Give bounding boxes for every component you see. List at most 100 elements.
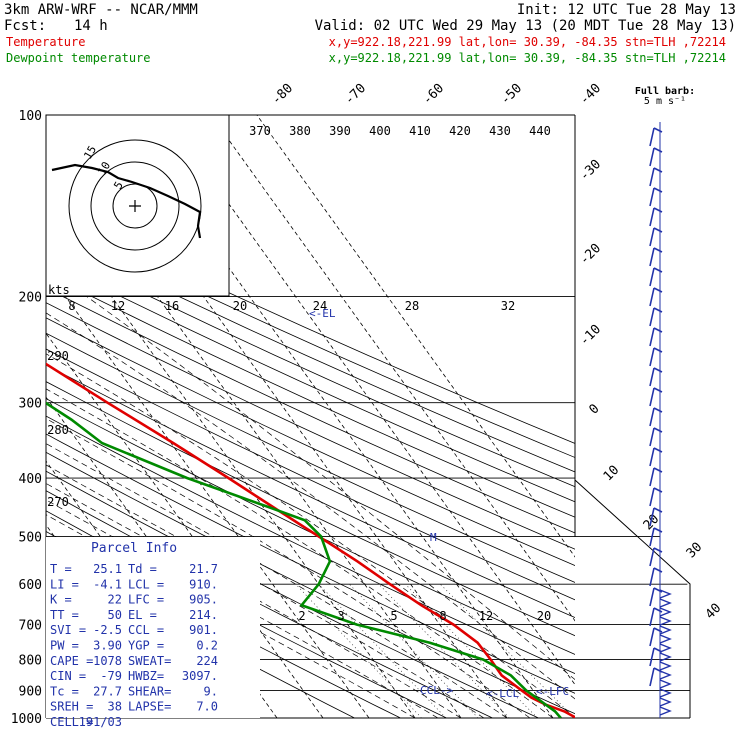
temperature-line [46, 362, 575, 718]
parcel-info-cell: -79 [100, 669, 122, 683]
wind-barbs [649, 127, 672, 716]
mixing-ratio-label: 3 [337, 609, 344, 623]
wind-barb-low [659, 598, 672, 608]
mixing-ratio-line [378, 583, 510, 718]
wind-barb-low [659, 616, 672, 626]
isotherm-label: 30 [684, 540, 706, 562]
isotherm-label: -50 [498, 81, 525, 108]
parcel-info-cell: SWEAT= [128, 654, 171, 668]
parcel-info-cell: 3097. [182, 669, 218, 683]
wind-barb-low [659, 670, 672, 680]
pressure-label: 400 [19, 472, 42, 487]
wind-barb [649, 227, 663, 247]
dry-adiabat-line [46, 205, 575, 444]
wind-barb [649, 167, 663, 187]
wind-barb [649, 487, 663, 507]
right-axis-lower [574, 479, 691, 718]
parcel-info-cell: LFC = [128, 593, 164, 607]
wind-barb-low [659, 697, 672, 707]
pressure-label: 300 [19, 397, 42, 412]
theta-label: 410 [409, 124, 431, 138]
isotherm-line [0, 115, 1, 718]
isotherm-line [46, 332, 324, 718]
isotherm-label: -60 [420, 81, 447, 108]
wind-barb [649, 567, 663, 587]
parcel-info-cell: EL = [128, 608, 157, 622]
isotherm-line [46, 396, 278, 718]
isotherm-line [256, 115, 575, 558]
wind-barb [649, 587, 663, 607]
parcel-info-title: Parcel Info [91, 541, 177, 556]
wind-barb-low [659, 634, 672, 644]
wind-barb [649, 367, 663, 387]
barb-legend-line1: Full barb: [635, 86, 695, 97]
pressure-label: 1000 [11, 712, 42, 727]
hodograph-center [129, 200, 141, 212]
wind-barb-low [659, 652, 672, 662]
moist-adiabat-line [46, 464, 485, 718]
wind-barb [649, 327, 663, 347]
parcel-info-cell: 22 [108, 593, 122, 607]
dewpoint-line [46, 401, 562, 718]
wind-barb [649, 607, 663, 627]
parcel-info-cell: LAPSE= [128, 700, 171, 714]
wind-barb [649, 447, 663, 467]
mixing-ratio-label: 12 [111, 299, 125, 313]
mixing-ratio-label: 20 [233, 299, 247, 313]
wind-barb [649, 147, 663, 167]
parcel-info-cell: PW = [50, 639, 79, 653]
parcel-info-cell: SHEAR= [128, 684, 171, 698]
mixing-ratio-label: 2 [298, 609, 305, 623]
parcel-info-cell: CIN = [50, 669, 86, 683]
pressure-label: 100 [19, 109, 42, 124]
wind-barb [649, 207, 663, 227]
dry-adiabat-line [46, 302, 575, 550]
moist-adiabat-line [46, 312, 575, 700]
parcel-info-cell: SVI = [50, 623, 86, 637]
parcel-info-cell: 27.7 [93, 684, 122, 698]
legend-dewpoint-info: x,y=922.18,221.99 lat,lon= 30.39, -84.35… [329, 51, 726, 65]
wind-barb [649, 427, 663, 447]
parcel-info-cell: 9. [204, 684, 218, 698]
parcel-info-cell: K = [50, 593, 72, 607]
wind-barb [649, 347, 663, 367]
moist-adiabat-line [46, 483, 462, 718]
theta-label: 370 [249, 124, 271, 138]
mixing-ratio-label: 28 [405, 299, 419, 313]
barb-legend-line2: 5 m s⁻¹ [644, 96, 686, 107]
wind-barb [649, 627, 663, 647]
isotherm-label: -20 [577, 241, 604, 268]
wind-barb [649, 527, 663, 547]
parcel-info-cell: 25.1 [93, 562, 122, 576]
dry-adiabat-line [46, 364, 575, 618]
parcel-info-cell: LI = [50, 577, 79, 591]
mixing-ratio-label: 20 [537, 609, 551, 623]
parcel-info-cell: Td = [128, 562, 157, 576]
wind-barb [649, 507, 663, 527]
sounding-profiles [46, 362, 575, 718]
theta-side-label: 270 [47, 495, 69, 509]
parcel-info-cell: 901. [189, 623, 218, 637]
parcel-info-cell: 910. [189, 577, 218, 591]
isotherm-label: 0 [586, 401, 602, 417]
theta-label: 390 [329, 124, 351, 138]
hodograph-ring-label: 10 [95, 160, 113, 178]
wind-barb-low [659, 688, 672, 698]
isotherm-label: -40 [577, 81, 604, 108]
parcel-info-cell: 50 [108, 608, 122, 622]
parcel-info-cell: YGP = [128, 639, 164, 653]
hodograph-ring [68, 139, 202, 273]
wind-barb-low [659, 643, 672, 653]
hodograph-ring [90, 161, 180, 251]
wind-barb [649, 307, 663, 327]
wind-barb [649, 467, 663, 487]
level-el-label: <-EL [309, 307, 336, 320]
isotherm-label: 40 [703, 601, 725, 623]
parcel-info-cell: 38 [108, 700, 122, 714]
parcel-info-cell: CAPE = [50, 654, 93, 668]
isotherm-label: -10 [577, 322, 604, 349]
theta-label: 400 [369, 124, 391, 138]
mixing-ratio-label: 8 [439, 609, 446, 623]
legend-temperature-label: Temperature [6, 35, 85, 49]
